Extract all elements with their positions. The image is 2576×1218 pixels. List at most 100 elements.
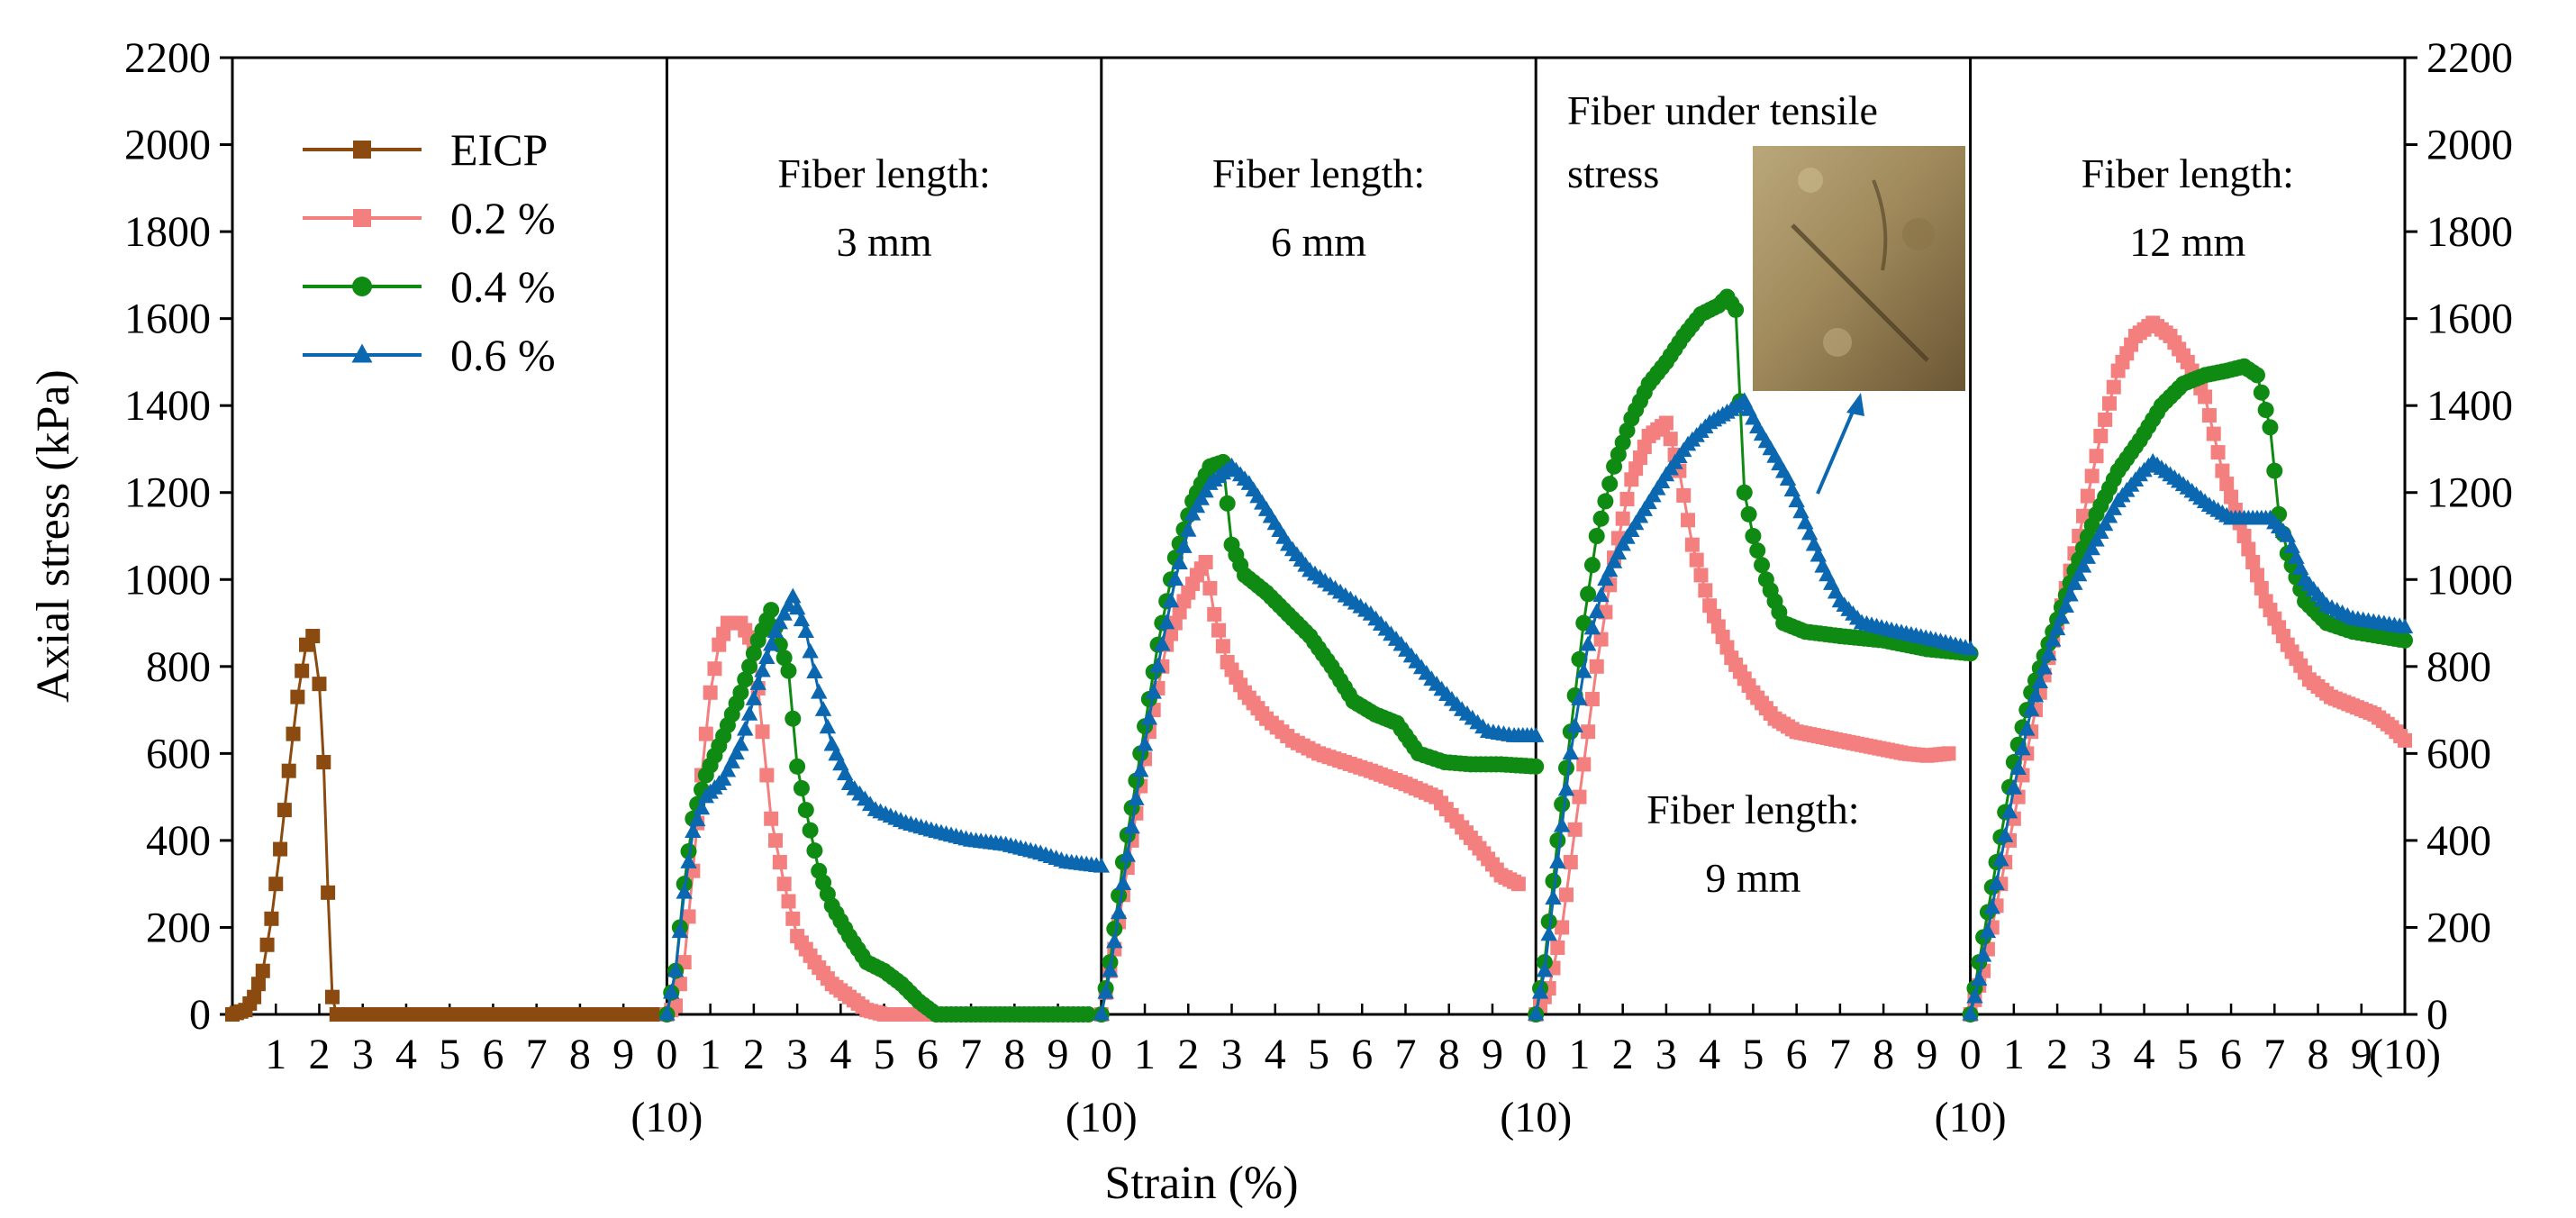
data-point <box>771 614 789 630</box>
data-point <box>780 662 797 679</box>
x-tick-label: 7 <box>1829 1031 1851 1078</box>
annotations: Fiber under tensile stress <box>1567 87 1965 495</box>
data-point <box>766 623 785 638</box>
data-point <box>680 842 697 859</box>
data-point <box>1154 635 1171 651</box>
x-tick-label: 2 <box>743 1031 765 1078</box>
data-point <box>676 883 693 899</box>
data-point <box>737 720 754 736</box>
data-point <box>1728 301 1745 318</box>
data-point <box>1567 822 1583 837</box>
data-point <box>2022 701 2040 716</box>
data-point <box>1681 513 1696 528</box>
data-point <box>1637 440 1652 455</box>
data-point <box>745 690 763 705</box>
data-point <box>247 989 262 1004</box>
data-point <box>745 645 762 662</box>
x-tick-label: 6 <box>1786 1031 1808 1078</box>
data-point <box>1163 626 1178 641</box>
data-point <box>1531 983 1549 999</box>
data-point <box>1966 987 1983 1004</box>
x-tick-label-zero: 0 <box>1960 1031 1982 1078</box>
data-point <box>759 768 775 783</box>
data-point <box>2105 500 2122 515</box>
data-point <box>1180 521 1197 537</box>
x-tick-label: 5 <box>2177 1031 2199 1078</box>
y-tick-label-right: 1200 <box>2426 469 2513 517</box>
data-point <box>2215 463 2230 478</box>
data-point <box>758 649 776 664</box>
data-point <box>2083 540 2100 556</box>
panel-label: Fiber length: <box>1646 786 1859 832</box>
y-tick-label-left: 1000 <box>124 556 211 604</box>
data-point <box>1106 921 1123 938</box>
data-point <box>1689 552 1704 568</box>
data-point <box>2071 566 2088 582</box>
data-point <box>1136 735 1154 751</box>
legend: EICP 0.2 % 0.4 % 0.6 % <box>303 124 556 380</box>
data-point <box>1575 662 1592 678</box>
data-point <box>1554 795 1571 813</box>
data-point <box>1754 557 1771 574</box>
y-tick-label-left: 2000 <box>124 122 211 169</box>
x-tick-label-end: (10) <box>1500 1094 1572 1141</box>
y-tick-label-left: 2200 <box>124 34 211 82</box>
data-point <box>685 823 702 839</box>
data-point <box>1119 846 1136 862</box>
y-tick-label-left: 0 <box>189 991 211 1039</box>
data-point <box>797 623 814 638</box>
panel-label: Fiber length: <box>2082 150 2294 196</box>
y-tick-label-left: 1600 <box>124 295 211 343</box>
data-point <box>2397 632 2413 649</box>
legend-entry: 0.6 % <box>303 330 556 380</box>
x-tick-label: 5 <box>1308 1031 1329 1078</box>
data-point <box>1583 619 1601 635</box>
panel-label: Fiber length: <box>777 150 990 196</box>
data-point <box>316 755 331 770</box>
y-tick-label-left: 200 <box>146 904 211 951</box>
series-0-4- <box>1093 453 1545 1023</box>
series-0-2- <box>1528 415 1956 1022</box>
data-point <box>2210 445 2226 460</box>
data-point <box>1166 570 1184 586</box>
data-point <box>351 343 373 363</box>
data-point <box>2101 395 2117 411</box>
data-point <box>1097 983 1114 999</box>
y-tick-label-left: 1200 <box>124 469 211 517</box>
data-point <box>1175 538 1193 553</box>
data-point <box>1592 510 1610 527</box>
data-point <box>1572 789 1587 804</box>
x-tick-label-zero: 0 <box>656 1031 677 1078</box>
x-tick-label-end: (10) <box>1935 1094 2007 1141</box>
data-point <box>1583 557 1601 574</box>
series-0-6- <box>1528 392 1979 1021</box>
y-tick-label-left: 800 <box>146 643 211 691</box>
data-point <box>741 658 758 675</box>
data-point <box>1962 1005 1979 1021</box>
series-line <box>1100 464 1537 1015</box>
y-tick-label-right: 1000 <box>2426 556 2513 604</box>
data-point <box>793 611 811 627</box>
x-tick-label: 7 <box>2263 1031 2285 1078</box>
data-point <box>1941 746 1956 761</box>
data-point <box>707 661 722 677</box>
data-point <box>802 822 819 839</box>
data-point <box>1597 570 1614 586</box>
x-tick-label-end: (10) <box>2369 1031 2441 1078</box>
x-tick-label: 2 <box>2046 1031 2068 1078</box>
y-tick-label-right: 1600 <box>2426 295 2513 343</box>
x-tick-label: 1 <box>265 1031 286 1078</box>
data-point <box>1557 759 1574 777</box>
data-point <box>1184 504 1202 521</box>
x-tick-label: 1 <box>700 1031 721 1078</box>
data-point <box>2198 389 2213 404</box>
legend-entry: 0.4 % <box>303 261 556 312</box>
series-0-4- <box>1528 288 1979 1023</box>
data-point <box>781 894 796 909</box>
data-point <box>1584 692 1600 707</box>
data-point <box>268 877 284 892</box>
data-point <box>1093 1005 1110 1021</box>
data-point <box>1663 432 1678 447</box>
data-point <box>1575 614 1592 632</box>
data-point <box>768 832 783 848</box>
